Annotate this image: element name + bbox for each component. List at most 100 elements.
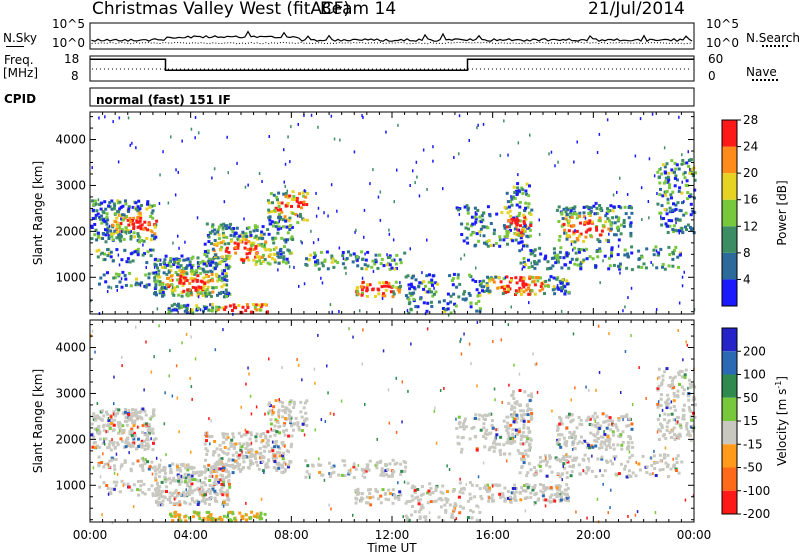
echo-cell xyxy=(666,413,670,417)
echo-cell xyxy=(270,210,274,214)
echo-cell xyxy=(131,420,135,424)
echo-cell xyxy=(603,254,607,258)
echo-cell xyxy=(279,252,283,256)
echo-cell xyxy=(164,283,168,287)
echo-cell xyxy=(215,493,219,496)
echo-cell xyxy=(658,453,662,457)
noise-cell xyxy=(170,135,172,139)
echo-cell xyxy=(391,295,395,299)
echo-cell xyxy=(386,468,390,472)
echo-cell xyxy=(229,233,233,237)
echo-cell xyxy=(107,465,111,469)
echo-cell xyxy=(572,230,576,234)
noise-cell xyxy=(663,146,666,150)
echo-cell xyxy=(254,262,258,266)
echo-cell xyxy=(410,276,414,280)
echo-cell xyxy=(533,466,536,469)
echo-cell xyxy=(521,455,525,459)
noise-cell xyxy=(460,337,462,341)
noise-cell xyxy=(608,332,610,336)
echo-cell xyxy=(203,442,207,446)
noise-cell xyxy=(164,391,166,395)
echo-cell xyxy=(665,367,669,371)
echo-cell xyxy=(154,263,158,267)
echo-cell xyxy=(509,500,513,504)
echo-cell xyxy=(95,416,99,420)
echo-cell xyxy=(484,242,488,246)
echo-cell xyxy=(175,257,179,261)
echo-cell xyxy=(147,431,151,435)
noise-cell xyxy=(507,323,510,327)
echo-cell xyxy=(506,242,509,246)
noise-cell xyxy=(223,200,226,204)
echo-cell xyxy=(682,413,686,417)
echo-cell xyxy=(142,239,146,243)
echo-cell xyxy=(174,260,178,264)
echo-cell xyxy=(409,293,413,297)
echo-cell xyxy=(105,410,108,414)
echo-cell xyxy=(112,206,116,210)
echo-cell xyxy=(446,302,450,306)
echo-cell xyxy=(657,176,661,180)
echo-cell xyxy=(509,214,513,218)
echo-cell xyxy=(302,406,306,410)
echo-cell xyxy=(531,488,535,492)
echo-cell xyxy=(108,426,112,430)
echo-cell xyxy=(498,238,502,242)
noise-cell xyxy=(572,248,574,252)
echo-cell xyxy=(492,441,495,445)
echo-cell xyxy=(509,278,513,282)
noise-cell xyxy=(406,309,409,313)
noise-cell xyxy=(501,401,503,404)
echo-cell xyxy=(274,246,278,250)
colorbar-tick-label: 20 xyxy=(743,166,758,180)
echo-cell xyxy=(123,248,127,252)
echo-cell xyxy=(211,453,215,457)
echo-cell xyxy=(549,266,553,270)
echo-cell xyxy=(573,262,577,266)
echo-cell xyxy=(177,479,181,483)
echo-cell xyxy=(120,285,124,289)
echo-cell xyxy=(491,243,495,247)
echo-cell xyxy=(598,240,602,244)
echo-cell xyxy=(97,233,101,237)
echo-cell xyxy=(196,274,200,278)
echo-cell xyxy=(127,210,130,213)
echo-cell xyxy=(547,499,551,503)
echo-cell xyxy=(474,413,478,417)
echo-cell xyxy=(111,238,115,242)
noise-cell xyxy=(533,502,535,506)
echo-cell xyxy=(104,228,107,232)
echo-cell xyxy=(663,208,667,211)
echo-cell xyxy=(557,433,561,437)
noise-cell xyxy=(317,238,320,242)
echo-cell xyxy=(204,292,208,296)
noise-cell xyxy=(345,271,347,275)
echo-cell xyxy=(263,512,267,516)
echo-cell xyxy=(221,474,224,478)
echo-cell xyxy=(278,454,282,458)
echo-cell xyxy=(124,202,128,206)
echo-cell xyxy=(556,260,560,264)
echo-cell xyxy=(582,458,586,462)
echo-cell xyxy=(296,423,300,427)
echo-cell xyxy=(91,216,95,220)
echo-cell xyxy=(287,219,291,223)
noise-cell xyxy=(528,301,530,305)
echo-cell xyxy=(297,428,301,432)
echo-cell xyxy=(458,420,462,424)
echo-cell xyxy=(527,448,531,452)
echo-cell xyxy=(213,463,217,467)
noise-cell xyxy=(395,376,397,380)
echo-cell xyxy=(141,253,145,257)
echo-cell xyxy=(229,239,233,243)
echo-cell xyxy=(454,503,458,507)
echo-cell xyxy=(155,492,159,495)
echo-cell xyxy=(279,208,283,212)
echo-cell xyxy=(510,197,514,201)
noise-cell xyxy=(96,402,99,405)
echo-cell xyxy=(290,424,293,428)
noise-cell xyxy=(178,246,180,250)
echo-cell xyxy=(673,394,677,398)
echo-cell xyxy=(611,433,615,437)
